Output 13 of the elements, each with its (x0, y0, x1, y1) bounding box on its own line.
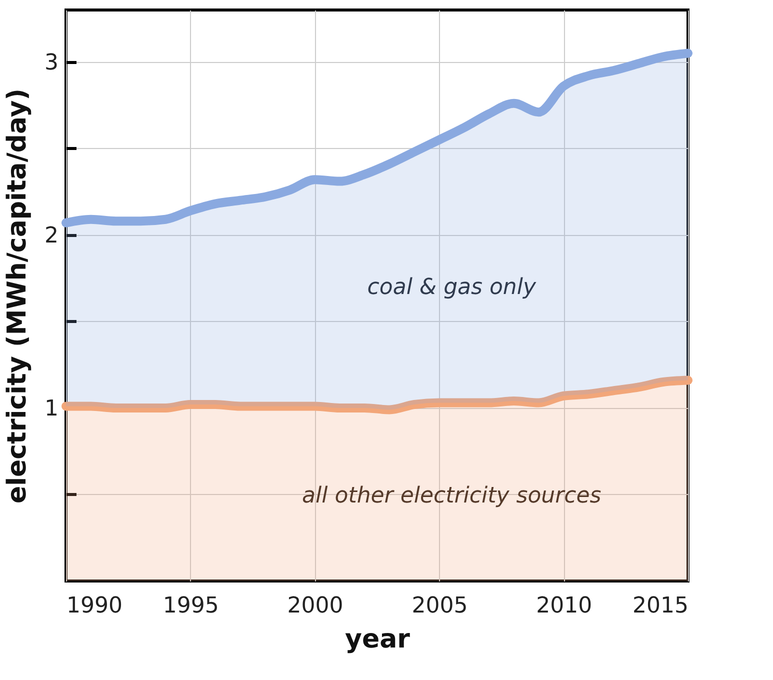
x-tick-label: 2010 (536, 594, 592, 618)
x-tick-label: 1995 (162, 594, 219, 618)
y-tick-label: 2 (44, 223, 58, 248)
y-axis-title: electricity (MWh/capita/day) (2, 88, 33, 504)
series-label: coal & gas only (367, 274, 537, 300)
x-axis-title: year (345, 624, 410, 654)
x-tick-label: 2015 (632, 594, 688, 618)
y-tick-label: 3 (44, 50, 58, 76)
x-tick-label: 2000 (287, 594, 344, 618)
y-tick-label: 1 (44, 396, 58, 422)
x-tick-label: 2005 (412, 594, 468, 618)
series-label: all other electricity sources (302, 483, 602, 508)
x-tick-label: 1990 (66, 594, 122, 618)
